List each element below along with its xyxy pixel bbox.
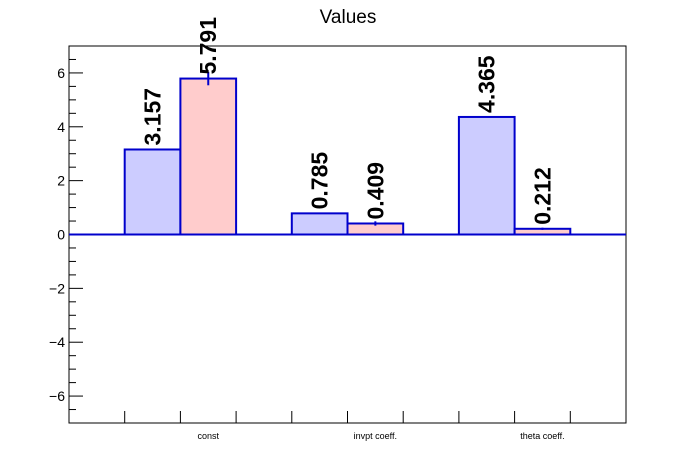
bar <box>290 212 349 236</box>
y-tick-label: −4 <box>49 334 65 350</box>
y-tick-label: −6 <box>49 388 65 404</box>
value-label: 4.365 <box>474 55 500 113</box>
value-label: 0.409 <box>362 162 388 220</box>
y-tick-label: 0 <box>57 227 65 243</box>
x-tick-label: const <box>197 431 219 441</box>
chart-title: Values <box>320 7 377 28</box>
x-tick-label: invpt coeff. <box>354 431 397 441</box>
x-axis: const invpt coeff. theta coeff. <box>124 411 571 441</box>
y-tick-label: 6 <box>57 65 65 81</box>
bars <box>123 71 572 236</box>
value-labels: 3.157 0.785 4.365 5.791 0.409 0.212 <box>140 17 556 225</box>
bar <box>123 148 182 236</box>
value-label: 5.791 <box>195 17 221 75</box>
value-label: 0.212 <box>529 167 555 225</box>
bar <box>457 115 516 236</box>
x-tick-label: theta coeff. <box>520 431 564 441</box>
y-axis: −6 −4 −2 0 2 4 6 <box>49 45 83 424</box>
value-label: 3.157 <box>140 88 166 146</box>
bar <box>179 77 238 236</box>
y-tick-label: 2 <box>57 173 65 189</box>
y-tick-label: −2 <box>49 280 65 296</box>
value-label: 0.785 <box>307 152 333 210</box>
y-tick-label: 4 <box>57 119 65 135</box>
